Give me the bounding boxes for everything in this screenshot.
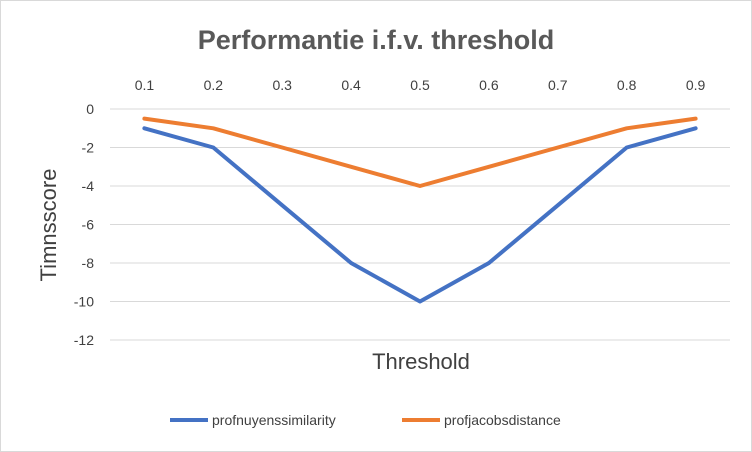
y-tick-label: -10 bbox=[74, 294, 94, 310]
x-tick-label: 0.7 bbox=[548, 77, 568, 93]
x-tick-label: 0.9 bbox=[686, 77, 706, 93]
y-tick-labels: 0 -2 -4 -6 -8 -10 -12 bbox=[74, 101, 94, 348]
y-tick-label: -2 bbox=[82, 140, 95, 156]
y-tick-label: -12 bbox=[74, 332, 94, 348]
x-tick-label: 0.6 bbox=[479, 77, 499, 93]
chart-title: Performantie i.f.v. threshold bbox=[198, 25, 555, 55]
x-tick-label: 0.5 bbox=[410, 77, 430, 93]
x-tick-label: 0.4 bbox=[341, 77, 361, 93]
x-axis-title: Threshold bbox=[372, 349, 470, 374]
series-line-profjacobsdistance bbox=[142, 116, 698, 188]
y-tick-label: -8 bbox=[82, 255, 95, 271]
legend-label: profjacobsdistance bbox=[444, 412, 561, 428]
legend-label: profnuyenssimilarity bbox=[212, 412, 336, 428]
legend: profnuyenssimilarity profjacobsdistance bbox=[170, 412, 561, 428]
x-tick-label: 0.1 bbox=[135, 77, 155, 93]
x-tick-label: 0.2 bbox=[204, 77, 224, 93]
series-line-profnuyenssimilarity bbox=[142, 126, 698, 304]
series-lines bbox=[142, 116, 698, 304]
y-tick-label: 0 bbox=[86, 101, 94, 117]
y-tick-label: -6 bbox=[82, 217, 95, 233]
x-tick-label: 0.8 bbox=[617, 77, 637, 93]
y-axis-title: Timnsscore bbox=[36, 169, 61, 282]
x-tick-label: 0.3 bbox=[272, 77, 292, 93]
x-tick-labels: 0.1 0.2 0.3 0.4 0.5 0.6 0.7 0.8 0.9 bbox=[135, 77, 706, 93]
y-tick-label: -4 bbox=[82, 178, 95, 194]
